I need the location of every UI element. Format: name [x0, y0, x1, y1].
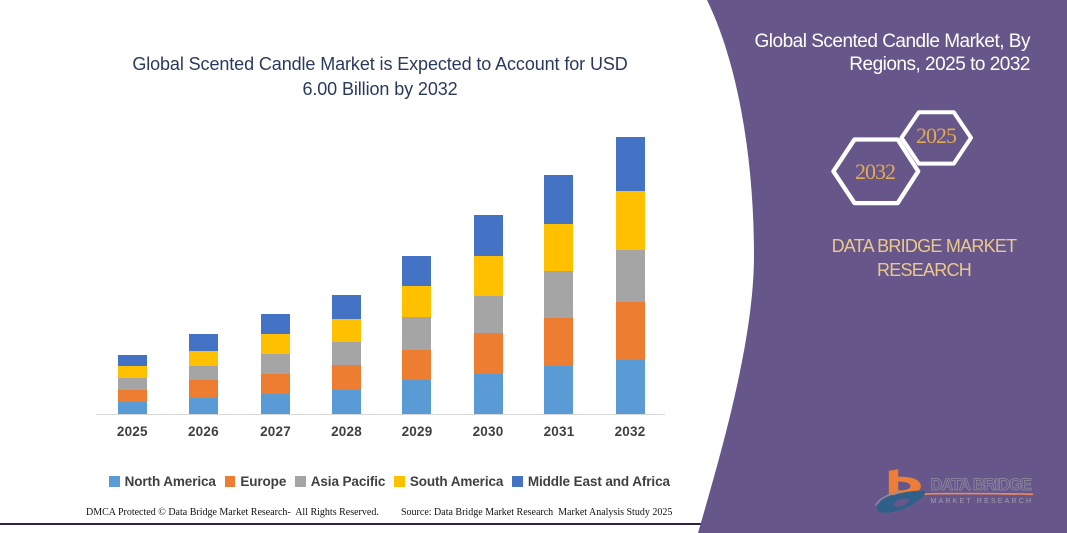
svg-text:MARKET RESEARCH: MARKET RESEARCH [931, 498, 1035, 505]
svg-text:DATA BRIDGE: DATA BRIDGE [931, 476, 1033, 494]
